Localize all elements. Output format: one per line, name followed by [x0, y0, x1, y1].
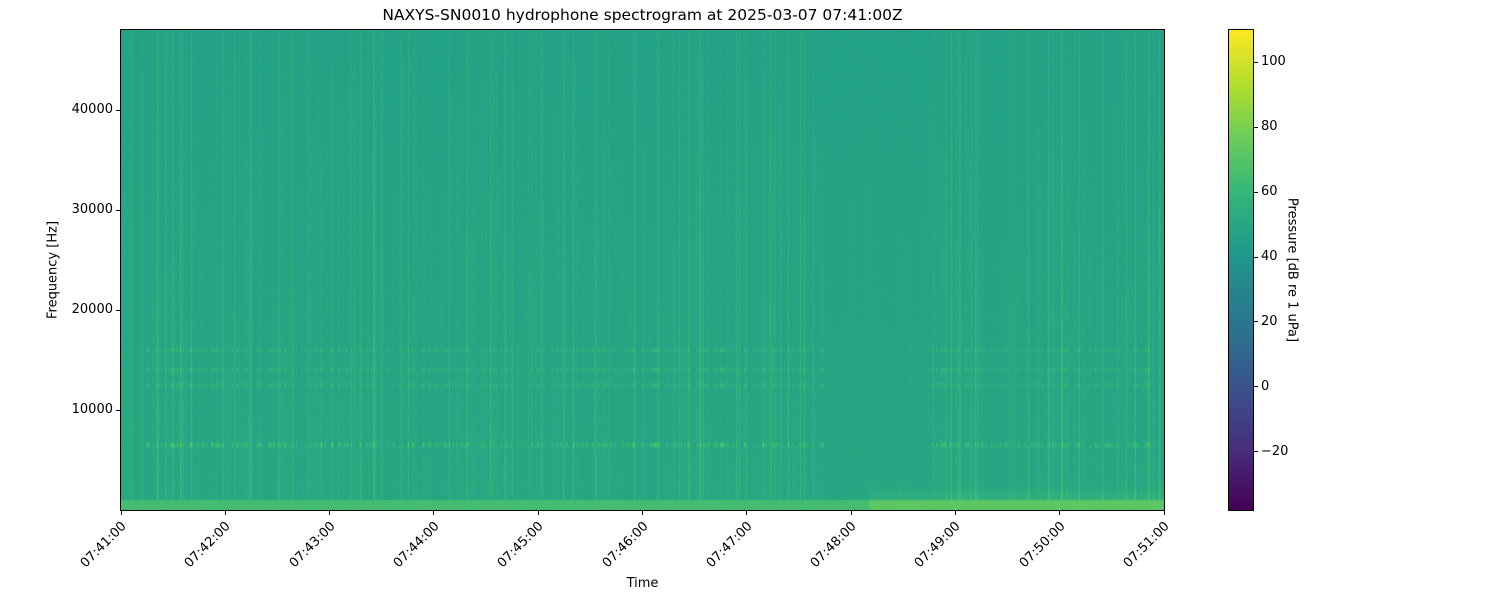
- x-tick-label: 07:43:00: [286, 519, 339, 571]
- y-tick: [116, 409, 120, 411]
- y-tick: [116, 209, 120, 211]
- y-tick-label: 10000: [71, 402, 113, 417]
- x-tick-label: 07:42:00: [182, 519, 234, 571]
- colorbar: [1229, 30, 1253, 510]
- y-tick-label: 30000: [71, 202, 113, 217]
- y-tick: [116, 309, 120, 311]
- x-tick-label: 07:41:00: [77, 519, 130, 571]
- colorbar-tick-label: 80: [1261, 119, 1278, 135]
- x-tick: [537, 511, 539, 515]
- colorbar-tick-label: 60: [1261, 184, 1278, 200]
- y-axis-label: Frequency [Hz]: [45, 220, 61, 320]
- x-tick-label: 07:51:00: [1120, 519, 1173, 571]
- y-tick-label: 40000: [71, 102, 113, 117]
- x-tick-label: 07:50:00: [1016, 519, 1069, 571]
- colorbar-tick: [1254, 61, 1258, 63]
- colorbar-label: Pressure [dB re 1 uPa]: [1284, 197, 1300, 343]
- x-axis-label: Time: [626, 576, 659, 591]
- x-tick: [224, 511, 226, 515]
- colorbar-tick: [1254, 451, 1258, 453]
- colorbar-tick: [1254, 321, 1258, 323]
- x-tick: [954, 511, 956, 515]
- colorbar-tick: [1254, 386, 1258, 388]
- colorbar-tick: [1254, 256, 1258, 258]
- x-tick-label: 07:46:00: [599, 519, 652, 571]
- x-tick-label: 07:48:00: [807, 519, 860, 571]
- colorbar-tick-label: 100: [1261, 54, 1286, 70]
- y-tick-label: 20000: [71, 302, 113, 317]
- chart-title: NAXYS-SN0010 hydrophone spectrogram at 2…: [382, 6, 903, 24]
- y-tick: [116, 109, 120, 111]
- x-tick: [850, 511, 852, 515]
- x-tick-label: 07:47:00: [703, 519, 756, 571]
- x-tick: [329, 511, 331, 515]
- colorbar-tick-label: 40: [1261, 249, 1278, 265]
- x-tick: [120, 511, 122, 515]
- colorbar-tick: [1254, 126, 1258, 128]
- x-tick: [1059, 511, 1061, 515]
- x-tick-label: 07:49:00: [912, 519, 964, 571]
- colorbar-tick: [1254, 191, 1258, 193]
- x-tick: [433, 511, 435, 515]
- spectrogram-heatmap: [121, 30, 1164, 510]
- colorbar-tick-label: 20: [1261, 313, 1278, 329]
- x-tick: [642, 511, 643, 515]
- x-tick-label: 07:45:00: [494, 519, 547, 571]
- colorbar-tick-label: 0: [1261, 378, 1270, 394]
- colorbar-tick-label: −20: [1261, 443, 1289, 459]
- x-tick-label: 07:44:00: [390, 519, 443, 571]
- x-tick: [746, 511, 748, 515]
- x-tick: [1163, 511, 1165, 515]
